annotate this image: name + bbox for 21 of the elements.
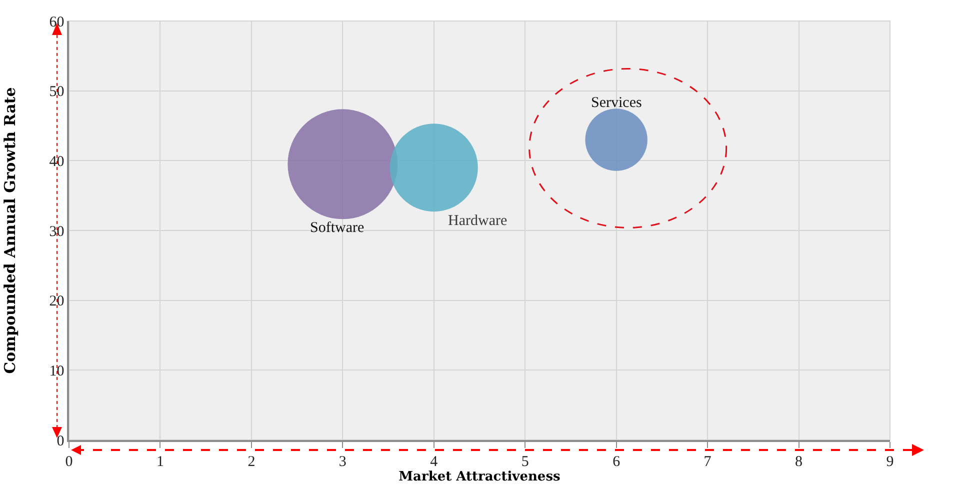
x-tick-label: 9 [886,454,894,470]
y-tick-label: 20 [49,294,64,310]
y-tick-label: 0 [56,433,64,450]
series-label: Software [310,220,364,236]
y-tick-label: 40 [49,154,64,170]
x-tick-label: 6 [612,454,621,470]
x-tick-label: 8 [795,454,803,470]
x-tick-label: 7 [704,454,712,470]
y-axis-title: Compounded Annual Growth Rate [1,87,19,374]
x-axis-title: Market Attractiveness [398,470,560,485]
y-tick-label: 60 [49,14,64,30]
x-tick-label: 2 [248,454,256,470]
y-tick-label: 50 [49,84,64,100]
y-tick-label: 30 [49,224,64,240]
series-label: Services [591,95,642,111]
x-tick-label: 4 [430,454,438,470]
y-tick-label: 10 [49,363,64,380]
x-tick-label: 3 [338,454,346,470]
series-label: Hardware [448,213,508,229]
x-tick-label: 1 [156,454,164,470]
x-tick-label: 5 [521,454,529,470]
